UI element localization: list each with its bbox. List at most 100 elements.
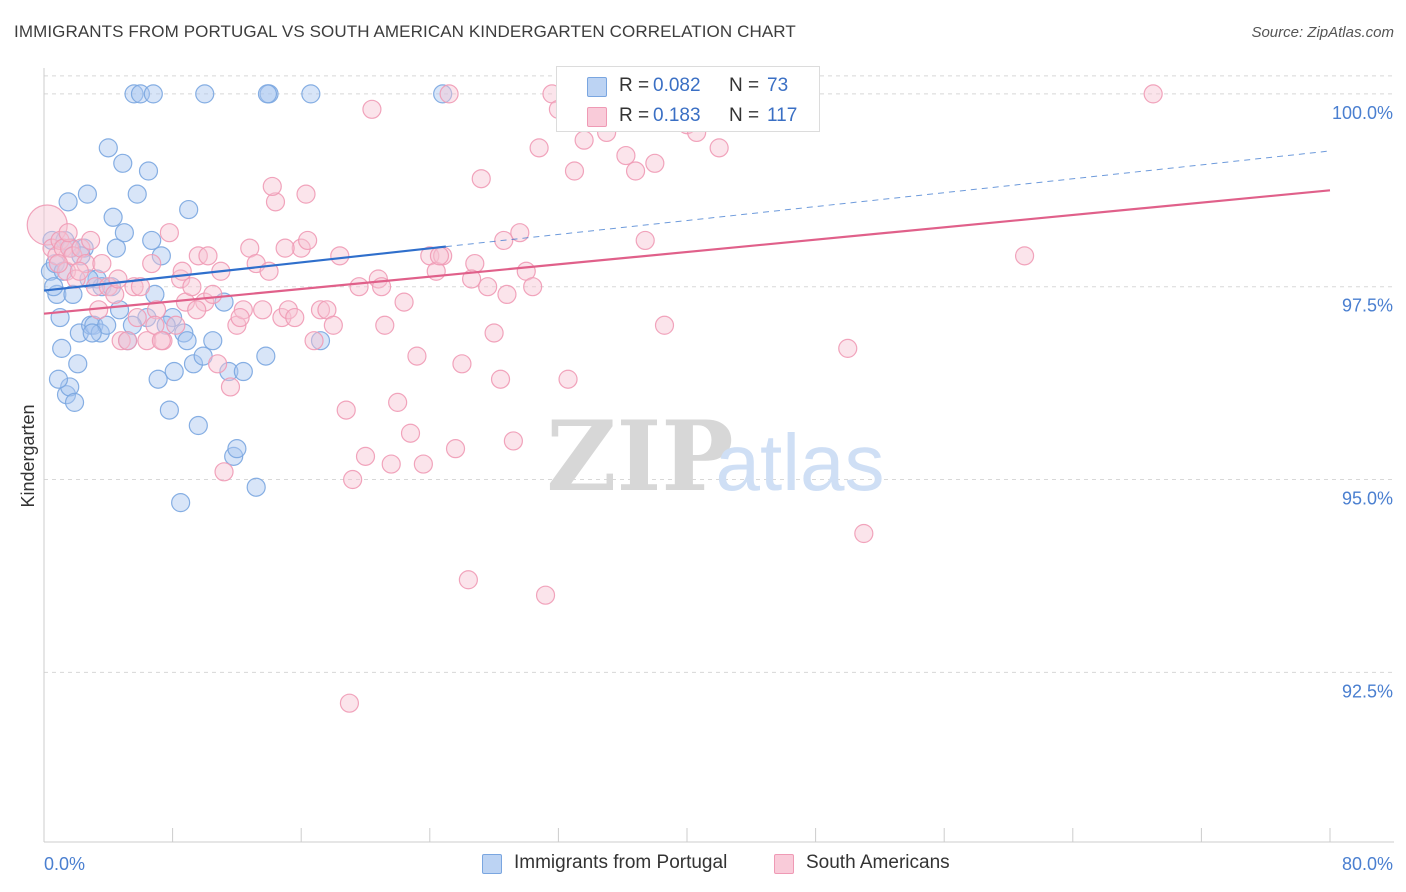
south-americans-point: [452, 354, 472, 374]
south-americans-point: [76, 253, 96, 274]
south-americans-point: [429, 246, 450, 266]
axes: [43, 68, 1394, 843]
portugal-point: [143, 84, 163, 104]
portugal-point: [183, 354, 204, 374]
portugal-point: [164, 361, 184, 382]
south-americans-trend-line: [43, 189, 1331, 315]
south-americans-point: [355, 446, 376, 466]
portugal-point: [127, 184, 147, 204]
south-americans-point: [310, 300, 331, 320]
south-americans-point: [654, 315, 675, 335]
legend-r-label: R =: [619, 105, 650, 126]
legend-swatch-south-americans: [774, 854, 794, 874]
south-americans-point: [343, 469, 363, 490]
south-americans-point: [478, 277, 498, 297]
portugal-point: [148, 369, 168, 389]
south-americans-point: [349, 277, 369, 297]
south-americans-point: [323, 315, 343, 335]
south-americans-point: [285, 307, 305, 328]
stats-legend: R = 0.082 N = 73 R = 0.183 N = 117: [556, 66, 820, 132]
portugal-point: [224, 446, 244, 466]
y-axis-label: Kindergarten: [18, 404, 38, 507]
south-americans-point: [330, 246, 350, 266]
legend-r-value: 0.082: [653, 75, 701, 96]
south-americans-point: [117, 331, 138, 351]
legend-row-south-americans: R = 0.183 N = 117: [557, 101, 819, 131]
x-tick-label: 80.0%: [1342, 854, 1393, 874]
portugal-point: [48, 369, 69, 389]
legend-n-label: N =: [729, 75, 760, 96]
portugal-point: [179, 199, 199, 220]
south-americans-point: [394, 292, 414, 312]
south-americans-point: [413, 454, 433, 474]
south-americans-point: [233, 300, 253, 320]
south-americans-point: [558, 369, 578, 389]
south-americans-point: [709, 138, 729, 158]
legend-swatch-portugal: [587, 77, 607, 97]
south-americans-point: [253, 300, 273, 320]
south-americans-point: [187, 300, 207, 320]
south-americans-point: [510, 223, 530, 243]
trend-lines: [43, 150, 1331, 315]
south-americans-point: [616, 145, 636, 166]
south-americans-point: [60, 238, 80, 258]
chart-title: IMMIGRANTS FROM PORTUGAL VS SOUTH AMERIC…: [14, 22, 796, 41]
legend-n-value: 117: [767, 105, 798, 126]
portugal-point: [301, 84, 321, 104]
portugal-point: [159, 400, 179, 420]
portugal-point: [227, 439, 247, 459]
south-americans-point: [484, 323, 504, 343]
portugal-point: [90, 323, 110, 343]
legend-n-label: N =: [729, 105, 760, 126]
south-americans-point: [208, 354, 228, 374]
south-americans-point: [625, 161, 646, 181]
x-tick-label: 0.0%: [44, 854, 85, 874]
south-americans-point: [407, 346, 427, 366]
south-americans-point: [130, 277, 151, 297]
south-americans-point: [368, 269, 388, 289]
south-americans-point: [142, 253, 162, 274]
portugal-point: [163, 307, 183, 328]
portugal-point: [77, 184, 98, 204]
portugal-point: [195, 84, 215, 104]
south-americans-point: [69, 261, 89, 281]
legend-swatch-south-americans: [587, 107, 607, 127]
south-americans-point: [336, 400, 356, 420]
south-americans-point: [50, 230, 70, 251]
legend-n-value: 73: [767, 75, 789, 96]
south-americans-point: [220, 377, 241, 397]
legend-swatch-portugal: [482, 854, 502, 874]
south-americans-point: [445, 439, 466, 459]
south-americans-point: [188, 246, 208, 266]
watermark: ZIP atlas: [546, 400, 884, 513]
portugal-point: [60, 377, 80, 397]
legend-row-portugal: R = 0.082 N = 73: [557, 71, 819, 101]
south-americans-point: [105, 284, 125, 305]
south-americans-point: [48, 253, 69, 274]
south-americans-point: [461, 269, 482, 289]
south-americans-point: [838, 338, 858, 358]
portugal-point: [103, 207, 123, 227]
portugal-point: [219, 361, 239, 382]
south-americans-point: [645, 153, 665, 173]
south-americans-point: [166, 315, 186, 335]
south-americans-point: [151, 331, 171, 351]
data-points: [26, 84, 1163, 713]
portugal-trend-extension: [445, 150, 1331, 248]
portugal-point: [68, 354, 88, 374]
portugal-point: [433, 84, 453, 104]
south-americans-point: [71, 238, 91, 258]
south-americans-point: [471, 169, 491, 189]
south-americans-point: [214, 462, 234, 482]
portugal-point: [151, 246, 171, 266]
south-americans-point: [564, 161, 585, 181]
portugal-point: [142, 230, 162, 251]
portugal-point: [257, 84, 278, 104]
south-americans-point: [529, 138, 549, 158]
south-americans-point: [490, 369, 511, 389]
south-americans-point: [172, 261, 192, 281]
south-americans-point: [497, 284, 517, 305]
south-americans-point: [375, 315, 395, 335]
portugal-point: [113, 153, 133, 173]
